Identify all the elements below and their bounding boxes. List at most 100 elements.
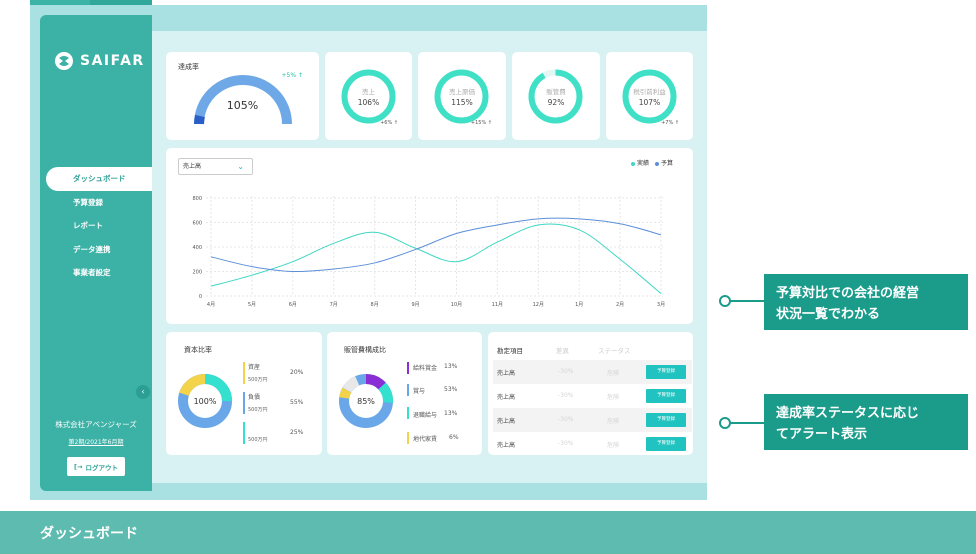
capital-pct-assets: 20% [290,369,304,376]
x-tick-label: 1月 [575,302,583,308]
sga-composition-card: 販管費構成比 85% 給料賞金 13% 賞与 53% 退職給与 13% 地代家賃… [327,332,482,455]
kpi-label-sga: 販管費 [546,88,566,96]
sidebar-collapse-button[interactable]: ‹ [136,385,150,399]
kpi-value-cost-of-sales: 115% [451,98,473,107]
row-diff: -30% [558,440,574,447]
row-diff: -30% [558,392,574,399]
callout-dot [719,295,731,307]
x-tick-label: 6月 [289,302,297,308]
x-tick-label: 9月 [411,302,419,308]
table-header-status: ステータス [598,347,631,355]
row-diff: -30% [558,416,574,423]
sga-bar-rent [407,432,409,444]
sidebar-nav: ダッシュボード 予算登録 レポート データ連携 事業者設定 [46,167,152,285]
sga-label-salary: 給料賞金 [413,365,438,372]
budget-register-button[interactable]: 予算登録 [646,413,686,427]
line-chart-card: 売上高 ⌄ 実績 予算 0 200 400 600 800 4月 5月 6月 7月 8月 9月 10月… [166,148,693,324]
capital-pct-liabilities: 55% [290,399,304,406]
row-account: 売上高 [497,370,516,377]
capital-donut [178,374,232,428]
sidebar: SAIFAR ダッシュボード 予算登録 レポート データ連携 事業者設定 株式会… [40,15,152,491]
series-line-budget [210,217,662,273]
sidebar-item-business-settings[interactable]: 事業者設定 [73,268,111,277]
x-tick-label: 2月 [616,302,624,308]
kpi-ring-sga [528,69,583,124]
callout-text: 状況一覧でわかる [776,307,881,322]
x-tick-label: 5月 [248,302,256,308]
x-tick-label: 7月 [330,302,338,308]
row-status: 危険 [607,370,620,377]
x-tick-label: 8月 [371,302,379,308]
kpi-ring-pretax-profit [622,69,677,124]
kpi-delta-pretax-profit: +7% ↑ [661,120,679,126]
row-status: 危険 [607,394,620,401]
legend-dot-actual [630,161,635,166]
legend-item-actual: 実績 [630,158,649,167]
table-header-diff: 差異 [556,347,569,355]
sga-pct-bonus: 53% [444,386,458,393]
table-row: 売上高 -30% 危険 予算登録 [493,384,692,408]
table-row: 売上高 -30% 危険 予算登録 [493,360,692,384]
sga-label-bonus: 賞与 [413,388,426,395]
y-tick-label: 200 [192,270,202,276]
kpi-delta-sales: +6% ↑ [380,120,398,126]
capital-ratio-card: 資本比率 100% 資産 500万円 20% 負債 500万円 55% 500万… [166,332,322,455]
x-tick-label: 10月 [451,302,462,308]
account-select[interactable]: 売上高 ⌄ [178,158,253,175]
budget-register-button[interactable]: 予算登録 [646,437,686,451]
table-row: 売上高 -30% 危険 予算登録 [493,408,692,432]
sidebar-item-data-link[interactable]: データ連携 [73,244,111,254]
row-account: 売上高 [497,394,516,401]
kpi-label-cost-of-sales: 売上原価 [449,88,475,96]
x-tick-label: 11月 [492,302,503,308]
callout-alert-display: 達成率ステータスに応じ てアラート表示 [764,394,968,450]
kpi-value-sales: 106% [357,98,380,107]
kpi-card-sales: 売上 106% +6% ↑ [325,52,412,140]
sga-bar-retirement [407,407,409,419]
sidebar-item-report[interactable]: レポート [73,221,103,230]
capital-label-assets: 資産 [248,364,261,371]
sga-pct-retirement: 13% [444,410,458,417]
capital-pct-equity: 25% [290,429,304,436]
sidebar-item-budget[interactable]: 予算登録 [73,197,103,207]
legend-label-actual: 実績 [636,160,649,167]
row-status: 危険 [607,418,620,425]
capital-bar-equity [243,422,245,444]
line-chart: 0 200 400 600 800 4月 5月 6月 7月 8月 9月 10月 11月 12月 1月 2月 3月 [192,196,665,308]
sga-label-retirement: 退職給与 [413,412,438,419]
kpi-card-pretax-profit: 税引前利益 107% +7% ↑ [606,52,693,140]
achievement-title: 達成率 [178,63,199,71]
kpi-label-pretax-profit: 税引前利益 [633,88,666,96]
capital-ratio-title: 資本比率 [184,346,212,354]
capital-bar-assets [243,362,245,384]
chevron-down-icon: ⌄ [237,162,244,171]
y-tick-label: 800 [192,196,202,202]
budget-register-button[interactable]: 予算登録 [646,365,686,379]
sga-donut [339,374,393,428]
row-diff: -30% [558,368,574,375]
chart-legend: 実績 予算 [630,158,673,167]
x-tick-label: 4月 [207,302,215,308]
table-header-account: 勘定項目 [497,347,523,355]
logout-button[interactable]: [→ ログアウト [67,457,125,476]
fiscal-period-link[interactable]: 第2期/2021年6月期 [68,439,124,446]
sga-label-rent: 地代家賃 [413,436,438,443]
sga-pct-rent: 6% [449,434,459,441]
y-tick-label: 600 [192,221,202,227]
kpi-ring-cost-of-sales [434,69,489,124]
capital-center-value: 100% [193,397,217,406]
legend-dot-budget [654,161,659,166]
logout-icon: [→ [74,462,83,471]
row-account: 売上高 [497,418,516,425]
kpi-value-sga: 92% [547,98,565,107]
kpi-value-pretax-profit: 107% [638,98,661,107]
sidebar-item-dashboard[interactable]: ダッシュボード [46,167,152,191]
capital-label-liabilities: 負債 [248,394,261,401]
account-select-value: 売上高 [183,163,202,170]
budget-register-button[interactable]: 予算登録 [646,389,686,403]
row-account: 売上高 [497,442,516,449]
status-table-card: 勘定項目 差異 ステータス 売上高 -30% 危険 予算登録 売上高 -30% … [488,332,693,455]
sga-bar-bonus [407,384,409,396]
legend-item-budget: 予算 [654,158,673,167]
banner-title: ダッシュボード [0,511,976,554]
